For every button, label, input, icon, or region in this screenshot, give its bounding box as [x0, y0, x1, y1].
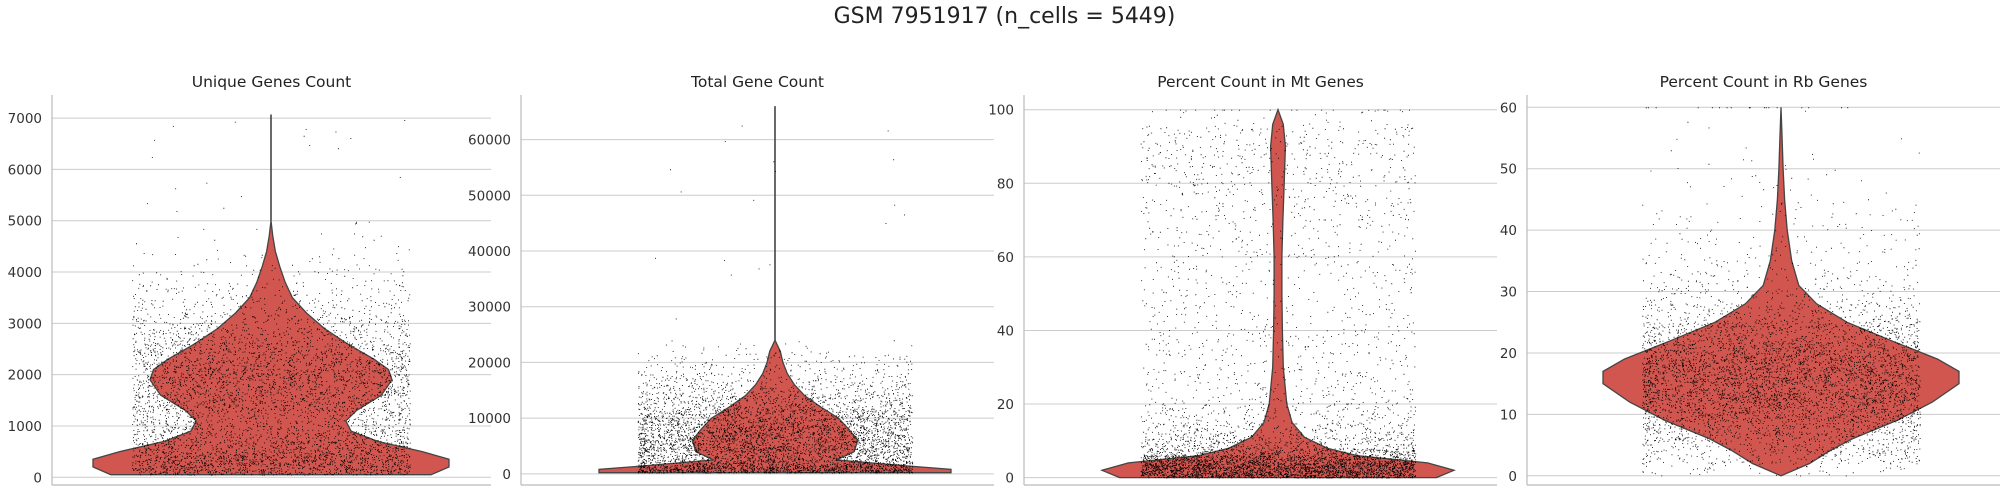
y-tick-label: 60 [1500, 100, 1517, 116]
y-tick-label: 10 [1500, 407, 1517, 423]
y-tick-label: 4000 [8, 265, 42, 281]
y-tick-label: 50000 [468, 188, 511, 204]
panel-title: Percent Count in Rb Genes [1660, 73, 1868, 91]
figure-title: GSM 7951917 (n_cells = 5449) [833, 4, 1176, 29]
panel-title: Unique Genes Count [192, 73, 352, 91]
y-tick-label: 50 [1500, 162, 1517, 178]
y-tick-label: 0 [502, 467, 511, 483]
y-tick-label: 80 [997, 176, 1014, 192]
y-tick-label: 0 [1508, 469, 1517, 485]
y-tick-label: 0 [1005, 471, 1014, 487]
panel-title: Percent Count in Mt Genes [1157, 73, 1364, 91]
violin-panel-3: 0 20 40 60 80 100 Percent Count in Mt Genes [988, 73, 1497, 487]
y-tick-label: 40000 [468, 244, 511, 260]
panel-title: Total Gene Count [690, 73, 824, 91]
violin-panel-4: 0 10 20 30 40 50 60 Percent Count in Rb Genes [1500, 73, 2000, 486]
y-tick-label: 2000 [8, 368, 42, 384]
y-tick-label: 1000 [8, 419, 42, 435]
y-tick-label: 6000 [8, 162, 42, 178]
y-tick-label: 0 [33, 470, 42, 486]
y-tick-label: 100 [988, 103, 1014, 119]
y-tick-label: 5000 [8, 214, 42, 230]
y-tick-label: 40 [997, 323, 1014, 339]
violin-panel-2: 0 10000 20000 30000 40000 50000 60000 Total Gen… [468, 73, 994, 486]
y-tick-label: 30 [1500, 285, 1517, 301]
y-tick-label: 20000 [468, 355, 511, 371]
y-tick-label: 7000 [8, 111, 42, 127]
violin-body [1100, 107, 1456, 479]
y-tick-label: 20 [997, 397, 1014, 413]
y-tick-label: 30000 [468, 300, 511, 316]
violin-body [92, 220, 450, 476]
y-tick-label: 20 [1500, 346, 1517, 362]
y-tick-label: 60 [997, 250, 1014, 266]
y-tick-label: 40 [1500, 223, 1517, 239]
y-tick-label: 10000 [468, 411, 511, 427]
violin-panel-1: 0 1000 2000 3000 4000 5000 6000 7000 Unique Gene… [8, 73, 491, 486]
y-tick-label: 60000 [468, 133, 511, 149]
y-tick-label: 3000 [8, 316, 42, 332]
